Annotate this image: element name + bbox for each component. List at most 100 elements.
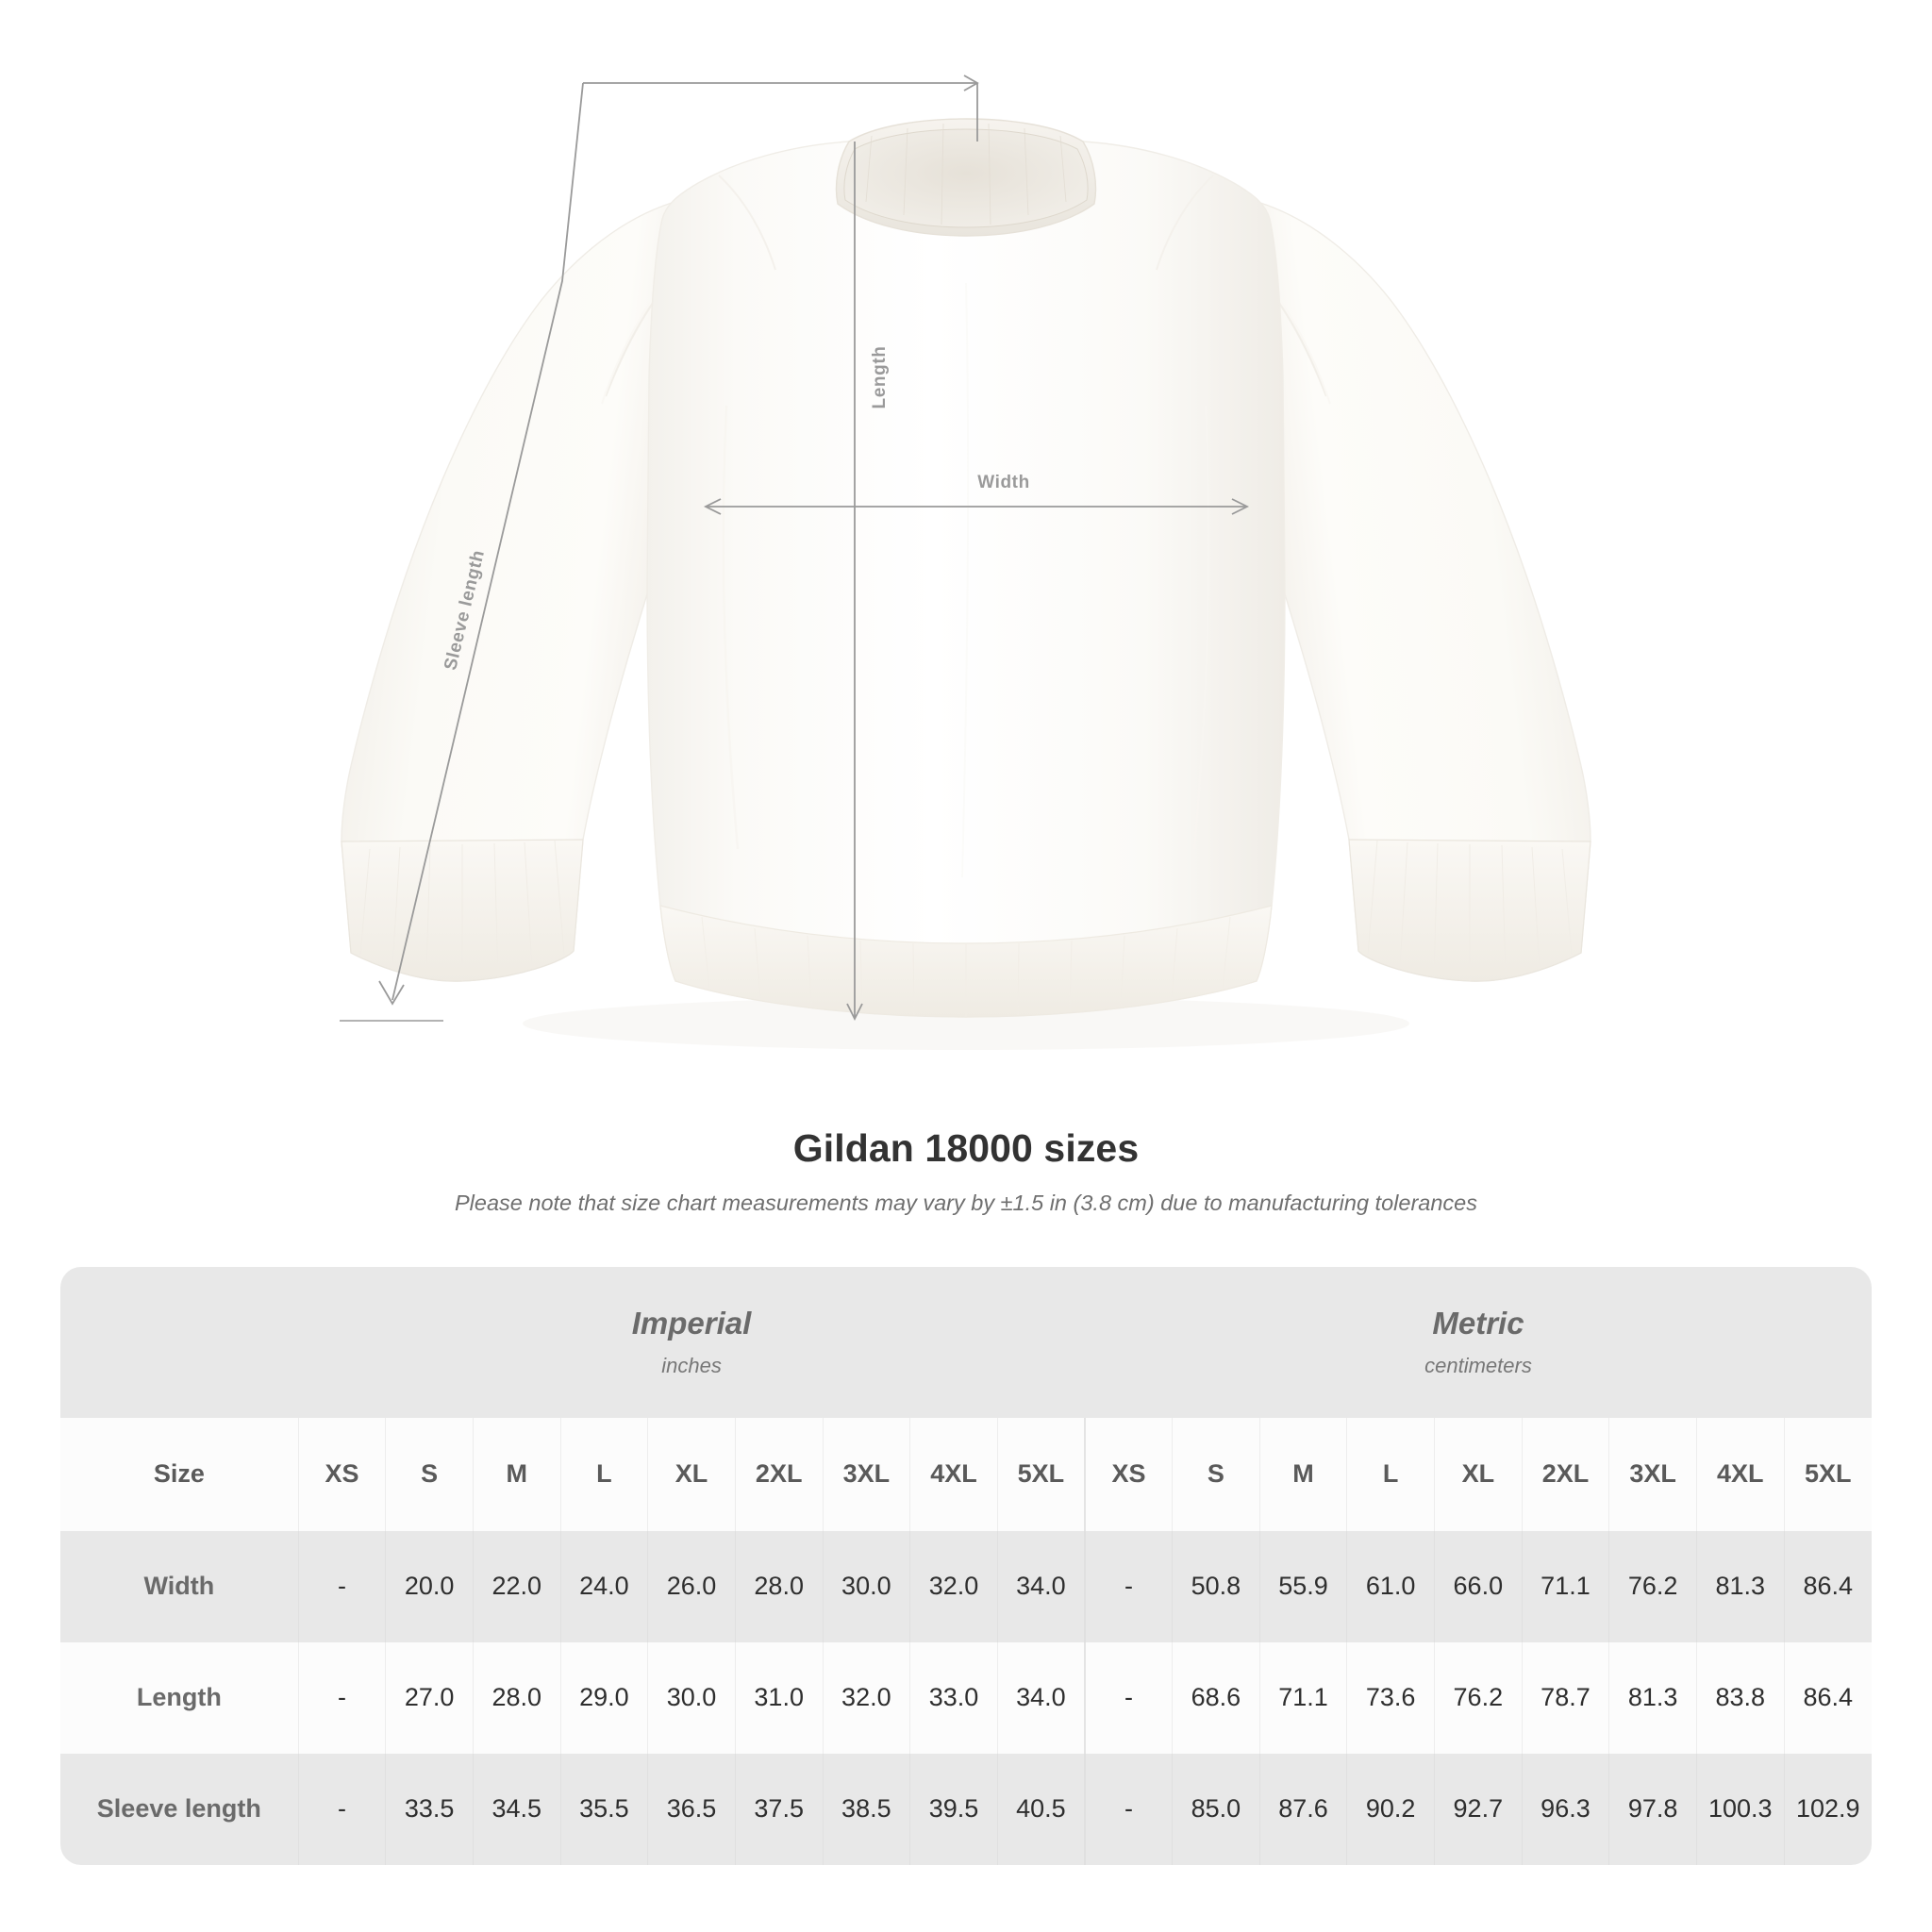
width-label: Width: [977, 473, 1030, 492]
unit-banner-metric: Metric centimeters: [1084, 1266, 1872, 1418]
cell-width-metric-s: 50.8: [1172, 1530, 1260, 1642]
cell-sleeve-metric-l: 90.2: [1346, 1753, 1435, 1865]
cell-sleeve-metric-4xl: 100.3: [1695, 1753, 1785, 1865]
cell-width-metric-xs: -: [1083, 1530, 1173, 1642]
size-header-imperial-xs: XS: [297, 1417, 386, 1531]
cell-length-metric-s: 68.6: [1172, 1641, 1260, 1754]
neck-opening: [843, 128, 1089, 228]
cell-sleeve-imperial-5xl: 40.5: [996, 1753, 1085, 1865]
size-header-imperial-xl: XL: [647, 1417, 736, 1531]
sleeve-diagonal: [391, 82, 584, 1001]
heading-block: Gildan 18000 sizes Please note that size…: [0, 1118, 1932, 1218]
cell-length-metric-xs: -: [1083, 1641, 1173, 1754]
table-row: Sleeve length - 33.5 34.5 35.5 36.5 37.5…: [60, 1753, 1872, 1865]
measurement-guides: [340, 75, 1250, 1022]
cell-width-imperial-5xl: 34.0: [996, 1530, 1085, 1642]
cell-sleeve-imperial-s: 33.5: [385, 1753, 474, 1865]
cell-sleeve-imperial-xl: 36.5: [647, 1753, 736, 1865]
unit-sub-metric: centimeters: [1424, 1353, 1532, 1377]
row-label-width: Width: [60, 1530, 299, 1642]
cell-width-imperial-xl: 26.0: [647, 1530, 736, 1642]
cell-width-imperial-xs: -: [297, 1530, 386, 1642]
cell-sleeve-metric-xl: 92.7: [1434, 1753, 1523, 1865]
size-header-imperial-5xl: 5XL: [996, 1417, 1085, 1531]
cell-sleeve-imperial-xs: -: [297, 1753, 386, 1865]
length-label: Length: [870, 346, 890, 409]
length-arrowhead: [846, 1003, 863, 1022]
cell-sleeve-imperial-l: 35.5: [559, 1753, 648, 1865]
cell-width-metric-5xl: 86.4: [1783, 1530, 1872, 1642]
unit-banner-row: Imperial inches Metric centimeters: [60, 1266, 1872, 1418]
cell-width-metric-m: 55.9: [1258, 1530, 1347, 1642]
cell-length-imperial-l: 29.0: [559, 1641, 648, 1754]
cell-length-imperial-xl: 30.0: [647, 1641, 736, 1754]
width-arrowhead-right: [1231, 498, 1250, 515]
garment-shadow: [523, 997, 1409, 1050]
cell-width-metric-l: 61.0: [1346, 1530, 1435, 1642]
size-header-metric-m: M: [1258, 1417, 1347, 1531]
sleeve-bottom-arrowhead: [378, 980, 405, 1006]
cell-length-metric-m: 71.1: [1258, 1641, 1347, 1754]
length-guide: [846, 142, 863, 1022]
size-header-imperial-2xl: 2XL: [734, 1417, 824, 1531]
cell-width-imperial-2xl: 28.0: [734, 1530, 824, 1642]
size-header-metric-s: S: [1172, 1417, 1260, 1531]
size-header-metric-3xl: 3XL: [1608, 1417, 1697, 1531]
garment-illustration: Width Length Sleeve length: [340, 75, 1591, 1050]
size-chart-table: Imperial inches Metric centimeters Size …: [60, 1266, 1872, 1865]
size-header-metric-2xl: 2XL: [1521, 1417, 1609, 1531]
size-header-metric-xl: XL: [1434, 1417, 1523, 1531]
row-label-sleeve-length: Sleeve length: [60, 1753, 299, 1865]
cell-length-metric-5xl: 86.4: [1783, 1641, 1872, 1754]
unit-sub-imperial: inches: [661, 1353, 722, 1377]
cell-length-imperial-m: 28.0: [472, 1641, 561, 1754]
size-header-row: Size XS S M L XL 2XL 3XL 4XL 5XL XS S M …: [60, 1417, 1872, 1531]
cell-length-metric-4xl: 83.8: [1695, 1641, 1785, 1754]
left-sleeve: [341, 202, 718, 982]
cell-width-imperial-m: 22.0: [472, 1530, 561, 1642]
cell-sleeve-metric-2xl: 96.3: [1521, 1753, 1609, 1865]
size-table-wrap: Imperial inches Metric centimeters Size …: [0, 1218, 1932, 1865]
size-header-imperial-4xl: 4XL: [909, 1417, 998, 1531]
width-guide: [703, 498, 1250, 515]
cell-sleeve-metric-xs: -: [1083, 1753, 1173, 1865]
unit-banner-imperial: Imperial inches: [298, 1266, 1085, 1418]
size-header-metric-5xl: 5XL: [1783, 1417, 1872, 1531]
cell-width-imperial-3xl: 30.0: [822, 1530, 910, 1642]
cell-width-imperial-4xl: 32.0: [909, 1530, 998, 1642]
cell-sleeve-imperial-3xl: 38.5: [822, 1753, 910, 1865]
page-subtitle: Please note that size chart measurements…: [455, 1191, 1477, 1216]
unit-banner-spacer: [60, 1266, 299, 1418]
cell-length-imperial-5xl: 34.0: [996, 1641, 1085, 1754]
sweatshirt-svg: Width Length Sleeve length: [340, 75, 1591, 1050]
cell-width-metric-2xl: 71.1: [1521, 1530, 1609, 1642]
cell-sleeve-imperial-4xl: 39.5: [909, 1753, 998, 1865]
cell-length-imperial-s: 27.0: [385, 1641, 474, 1754]
cell-sleeve-metric-s: 85.0: [1172, 1753, 1260, 1865]
cell-length-imperial-xs: -: [297, 1641, 386, 1754]
cell-sleeve-metric-5xl: 102.9: [1783, 1753, 1872, 1865]
cell-length-metric-2xl: 78.7: [1521, 1641, 1609, 1754]
table-row: Length - 27.0 28.0 29.0 30.0 31.0 32.0 3…: [60, 1641, 1872, 1754]
cell-sleeve-imperial-m: 34.5: [472, 1753, 561, 1865]
table-row: Width - 20.0 22.0 24.0 26.0 28.0 30.0 32…: [60, 1530, 1872, 1642]
width-arrowhead-left: [703, 498, 722, 515]
size-header-imperial-3xl: 3XL: [822, 1417, 910, 1531]
cell-length-imperial-2xl: 31.0: [734, 1641, 824, 1754]
sleeve-length-guide: [340, 75, 979, 1022]
cell-width-metric-4xl: 81.3: [1695, 1530, 1785, 1642]
unit-name-metric: Metric: [1432, 1306, 1524, 1341]
cell-width-metric-3xl: 76.2: [1608, 1530, 1697, 1642]
garment-body: [646, 118, 1286, 1018]
cell-length-imperial-4xl: 33.0: [909, 1641, 998, 1754]
cell-length-metric-xl: 76.2: [1434, 1641, 1523, 1754]
size-header-imperial-l: L: [559, 1417, 648, 1531]
size-header-imperial-m: M: [472, 1417, 561, 1531]
cell-sleeve-metric-3xl: 97.8: [1608, 1753, 1697, 1865]
unit-name-imperial: Imperial: [631, 1306, 752, 1341]
cell-length-metric-l: 73.6: [1346, 1641, 1435, 1754]
row-label-length: Length: [60, 1641, 299, 1754]
cell-width-imperial-s: 20.0: [385, 1530, 474, 1642]
page-title: Gildan 18000 sizes: [792, 1126, 1140, 1170]
size-header-imperial-s: S: [385, 1417, 474, 1531]
